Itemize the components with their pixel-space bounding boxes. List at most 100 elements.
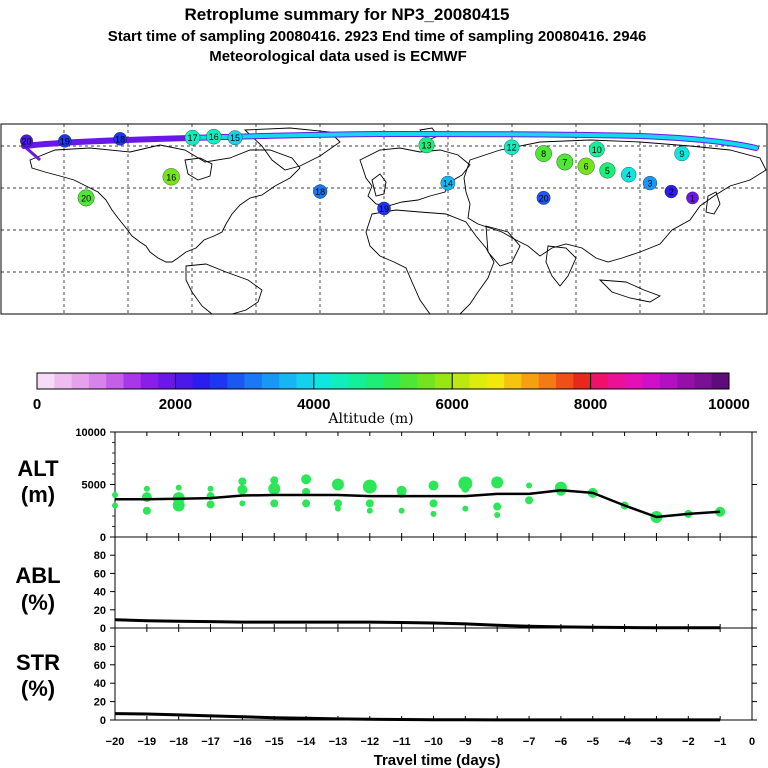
plume-point [20, 134, 33, 148]
map-frame [0, 123, 768, 315]
coastline-north-america [29, 144, 301, 263]
coastline-japan [705, 191, 721, 215]
plume-point [206, 128, 222, 145]
plume-point [556, 153, 574, 171]
x-tick-label: −6 [555, 736, 568, 748]
plume-point [599, 162, 616, 179]
y-tick-label: 20 [94, 605, 106, 617]
altitude-scatter-point [428, 480, 439, 491]
altitude-scatter-point [238, 477, 247, 486]
plume-point-day-label: 5 [605, 166, 610, 176]
coastline-europe [359, 147, 471, 207]
plume-point-day-label: 3 [647, 179, 652, 189]
x-tick-label: −19 [138, 736, 157, 748]
plume-point-day-label: 4 [626, 170, 631, 180]
altitude-colorbar: 0 2000 4000 6000 8000 10000 Altitude (m) [33, 372, 750, 427]
plume-point-day-label: 18 [315, 187, 325, 197]
colorbar-cell [348, 373, 366, 389]
altitude-scatter-point [493, 502, 502, 511]
colorbar-cell [54, 373, 72, 389]
plume-point-day-label: 15 [230, 133, 240, 143]
panel-label: ALT [17, 456, 59, 481]
coastline-africa [365, 209, 495, 315]
y-tick-label: 40 [94, 587, 106, 599]
plume-track-start [23, 144, 41, 162]
x-tick-label: −11 [393, 736, 411, 748]
x-tick-label: −9 [459, 736, 472, 748]
panel-unit-label: (%) [21, 676, 55, 701]
x-tick-label: 0 [749, 736, 755, 748]
colorbar-cell [123, 373, 142, 389]
altitude-scatter-point [207, 485, 214, 492]
altitude-scatter-point [206, 500, 215, 509]
plume-point [535, 145, 552, 162]
plume-point-day-label: 10 [592, 145, 602, 155]
x-tick-label: −10 [424, 736, 443, 748]
coastline-asia [463, 139, 767, 263]
altitude-scatter-point [494, 511, 501, 518]
panel-unit-label: (m) [21, 482, 55, 507]
altitude-scatter-point [268, 482, 281, 495]
panel-alt: ALT(m) 0 5000 10000 [17, 427, 757, 544]
x-tick-label: −8 [491, 736, 504, 748]
y-tick-label: 0 [100, 532, 106, 544]
colorbar-cell [400, 373, 418, 389]
plume-point [503, 139, 520, 155]
altitude-scatter-point [430, 510, 437, 517]
colorbar-cell [556, 373, 574, 389]
plume-point-day-label: 16 [209, 132, 219, 142]
plume-point [184, 129, 201, 146]
plume-point-day-label: 16 [166, 172, 176, 182]
plume-point [664, 184, 678, 199]
x-tick-label: −5 [586, 736, 599, 748]
x-tick-label: −18 [169, 736, 188, 748]
colorbar-cell [607, 373, 626, 389]
altitude-scatter-point [715, 506, 726, 517]
x-tick-label: −14 [297, 736, 317, 748]
y-tick-label: 20 [94, 697, 106, 709]
colorbar-cell [106, 373, 124, 389]
y-tick-label: 5000 [82, 480, 106, 492]
colorbar-cell [504, 373, 522, 389]
alt-series-line [115, 489, 721, 519]
colorbar-cell [261, 373, 280, 389]
plume-point [418, 137, 435, 154]
plume-point [162, 168, 180, 186]
colorbar-cell [71, 373, 90, 389]
y-tick-label: 80 [94, 550, 106, 562]
colorbar-tick-label: 8000 [574, 396, 607, 413]
colorbar-cell [573, 373, 591, 389]
panel-label: ABL [15, 563, 60, 588]
str-series-line [114, 712, 721, 722]
plume-point-day-label: 18 [115, 134, 125, 144]
plume-point-day-label: 20 [539, 193, 549, 203]
colorbar-cell [625, 373, 643, 389]
plume-point-day-label: 14 [443, 179, 453, 189]
plume-point [227, 130, 243, 146]
plume-point [313, 184, 328, 199]
altitude-scatter-point [461, 484, 470, 493]
colorbar-cell [469, 373, 488, 389]
colorbar-cell [486, 373, 505, 389]
coastline-south-america [185, 263, 263, 315]
plume-point-day-label: 19 [60, 136, 70, 146]
colorbar-cell [244, 373, 263, 389]
coastline-british-isles [371, 173, 387, 197]
time-series-panels: ALT(m)0500010000ABL(%)020406080STR(%)020… [15, 427, 757, 748]
y-tick-label: 60 [94, 660, 106, 672]
x-tick-label: −17 [201, 736, 220, 748]
colorbar-cell [677, 373, 695, 389]
plume-point-day-label: 7 [562, 158, 567, 168]
y-tick-label: 60 [94, 568, 106, 580]
colorbar-cell [331, 373, 349, 389]
colorbar-cell [694, 373, 712, 389]
colorbar-cell [452, 373, 470, 389]
colorbar-cell [538, 373, 557, 389]
altitude-scatter-point [491, 476, 504, 489]
altitude-scatter-point [331, 478, 344, 491]
altitude-scatter-point [112, 502, 118, 509]
plume-point-day-label: 8 [541, 149, 546, 159]
altitude-scatter-point [526, 482, 533, 489]
colorbar-tick-label: 6000 [436, 396, 469, 413]
